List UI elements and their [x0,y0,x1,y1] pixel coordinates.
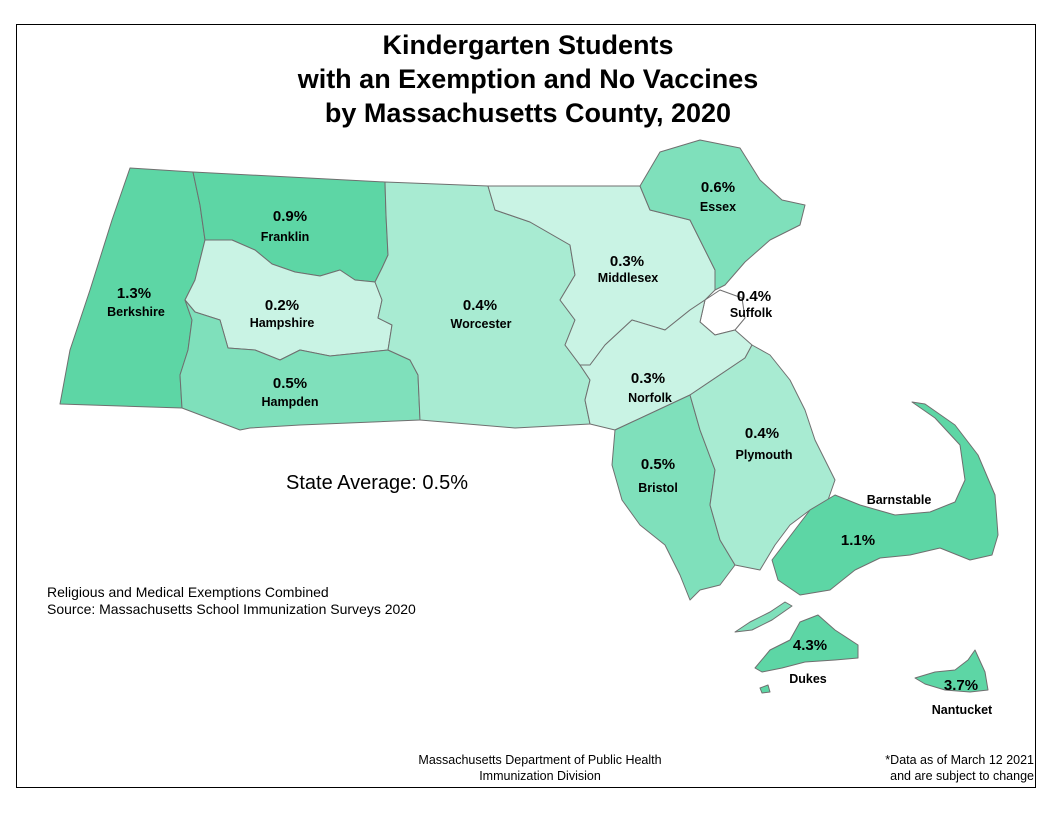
data-date-note-line-1: *Data as of March 12 2021 [885,753,1034,767]
source-note-line-1: Religious and Medical Exemptions Combine… [47,584,329,600]
agency-credit: Massachusetts Department of Public Healt… [380,752,700,784]
title-line-3: by Massachusetts County, 2020 [324,98,732,128]
barnstable-value: 1.1% [841,532,875,549]
hampshire-name: Hampshire [250,316,315,330]
map-frame [16,24,1036,788]
data-date-note-line-2: and are subject to change [890,769,1034,783]
source-note: Religious and Medical Exemptions Combine… [47,584,416,618]
hampden-name: Hampden [262,395,319,409]
county-nantucket [914,649,989,693]
hampshire-value: 0.2% [265,297,299,314]
agency-credit-line-1: Massachusetts Department of Public Healt… [418,753,662,767]
hampden-value: 0.5% [273,375,307,392]
berkshire-name: Berkshire [107,305,165,319]
state-average: State Average: 0.5% [286,472,468,494]
county-barnstable [771,401,999,596]
essex-value: 0.6% [701,179,735,196]
county-barnstable-islands [734,601,793,633]
data-date-note: *Data as of March 12 2021 and are subjec… [885,752,1034,784]
middlesex-value: 0.3% [610,253,644,270]
suffolk-name: Suffolk [730,306,772,320]
nantucket-value: 3.7% [944,677,978,694]
franklin-name: Franklin [261,230,310,244]
title-line-2: with an Exemption and No Vaccines [297,64,759,94]
bristol-name: Bristol [638,481,678,495]
barnstable-name: Barnstable [867,493,932,507]
essex-name: Essex [700,200,736,214]
title-line-1: Kindergarten Students [382,30,674,60]
norfolk-value: 0.3% [631,370,665,387]
agency-credit-line-2: Immunization Division [479,769,601,783]
worcester-name: Worcester [451,317,512,331]
map-title: Kindergarten Students with an Exemption … [0,28,1056,130]
county-dukes [754,614,859,673]
berkshire-value: 1.3% [117,285,151,302]
nantucket-name: Nantucket [932,703,993,717]
source-note-line-2: Source: Massachusetts School Immunizatio… [47,601,416,617]
norfolk-name: Norfolk [628,391,672,405]
dukes-name: Dukes [789,672,827,686]
county-essex [639,139,806,291]
middlesex-name: Middlesex [598,271,658,285]
county-dukes-islet [759,684,771,694]
franklin-value: 0.9% [273,208,307,225]
dukes-value: 4.3% [793,637,827,654]
plymouth-name: Plymouth [736,448,793,462]
worcester-value: 0.4% [463,297,497,314]
plymouth-value: 0.4% [745,425,779,442]
bristol-value: 0.5% [641,456,675,473]
suffolk-value: 0.4% [737,288,771,305]
